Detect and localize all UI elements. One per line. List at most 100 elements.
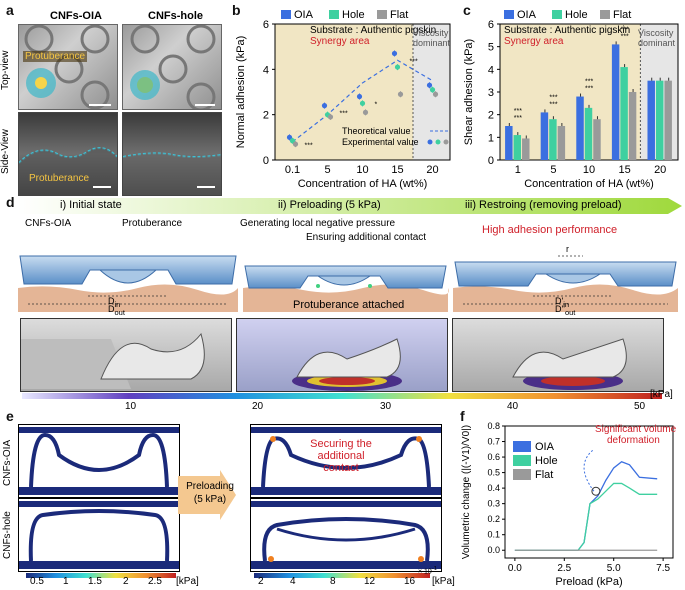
d-protuberance-label: Protuberance bbox=[122, 218, 183, 229]
legend-swatch-flat bbox=[600, 10, 610, 19]
f-annot-line2: deformation bbox=[607, 435, 660, 446]
c-viscosity-line1: Viscosity bbox=[638, 28, 674, 38]
e-arrow-line2: (5 kPa) bbox=[193, 494, 227, 505]
c-viscosity-line2: dominant bbox=[638, 38, 676, 48]
c-bar-oia bbox=[540, 112, 549, 160]
c-bar-hole bbox=[584, 107, 593, 160]
legend-label-oia: OIA bbox=[294, 9, 314, 21]
legend-label-flat: Flat bbox=[390, 9, 408, 21]
b-point-flat bbox=[327, 114, 334, 120]
b-ytick-label: 6 bbox=[263, 19, 269, 31]
c-significance: *** bbox=[621, 33, 629, 40]
f-deformation-marker bbox=[591, 486, 601, 496]
b-ytick-label: 2 bbox=[263, 110, 269, 122]
c-bar-flat bbox=[593, 119, 601, 160]
b-significance: *** bbox=[305, 142, 313, 149]
d-r: r bbox=[566, 244, 569, 254]
e-cbar1-t3: 1.5 bbox=[88, 576, 102, 587]
legend-swatch-flat bbox=[377, 10, 387, 19]
b-point-hole bbox=[359, 100, 366, 106]
b-point-hole bbox=[429, 87, 436, 93]
f-legend-swatch-flat bbox=[513, 469, 531, 480]
b-xtick-label: 15 bbox=[391, 164, 403, 176]
d-sim-preload bbox=[236, 318, 448, 392]
c-significance: *** bbox=[514, 115, 522, 122]
d-cnfs-oia-label: CNFs-OIA bbox=[25, 218, 72, 229]
b-ytick-label: 4 bbox=[263, 64, 269, 76]
f-ytick-label: 0.2 bbox=[487, 514, 500, 524]
e-cbar2-t3: 8 bbox=[330, 576, 336, 587]
c-significance: *** bbox=[621, 26, 629, 33]
c-ytick-label: 5 bbox=[488, 42, 494, 54]
f-xtick-label: 2.5 bbox=[557, 563, 571, 574]
f-ytick-label: 0.5 bbox=[487, 468, 500, 478]
b-xtick-label: 5 bbox=[324, 164, 330, 176]
panel-b-label: b bbox=[232, 2, 241, 18]
legend-swatch-hole bbox=[329, 10, 339, 19]
b-legend-exp: Experimental value bbox=[342, 137, 419, 147]
chart-f: 0.0 0.1 0.2 0.3 0.4 0.5 0.6 0.7 0.8 0.0 2.5 5.0 7.5 P… bbox=[461, 421, 677, 588]
c-ytick-label: 0 bbox=[488, 155, 494, 167]
b-xlabel: Concentration of HA (wt%) bbox=[298, 178, 428, 190]
f-xtick-label: 0.0 bbox=[508, 563, 522, 574]
e-cbar2-t5: 16 bbox=[404, 576, 416, 587]
d-cbar-unit: [kPa] bbox=[650, 389, 673, 400]
protuberance-tag-side: Protuberance bbox=[29, 173, 90, 184]
c-bar-hole bbox=[549, 119, 557, 160]
d-step1: i) Initial state bbox=[60, 199, 122, 211]
f-legend-swatch-oia bbox=[513, 441, 531, 452]
d-gen-pressure-label: Generating local negative pressure bbox=[240, 218, 396, 229]
d-cbar-tick-40: 40 bbox=[507, 401, 519, 412]
d-sim-initial bbox=[20, 318, 232, 392]
c-significance: *** bbox=[549, 94, 557, 101]
c-xtick-label: 15 bbox=[618, 164, 630, 176]
f-ylabel: Volumetric change (|(-V1)/V0|) bbox=[461, 425, 472, 559]
c-ytick-label: 4 bbox=[488, 64, 494, 76]
e-arrow-line1: Preloading bbox=[186, 481, 234, 492]
b-point-oia bbox=[356, 93, 363, 100]
f-xlabel: Preload (kPa) bbox=[555, 576, 622, 588]
side-view-oia-image: Protuberance bbox=[18, 112, 118, 196]
f-xtick-label: 5.0 bbox=[607, 563, 621, 574]
c-bar-oia bbox=[505, 126, 513, 160]
b-legend-theory: Theoretical value bbox=[342, 126, 411, 136]
d-step2: ii) Preloading (5 kPa) bbox=[278, 199, 381, 211]
e-row2-label: CNFs-hole bbox=[2, 511, 13, 559]
c-ylabel: Shear adhesion (kPa) bbox=[463, 39, 475, 145]
e-hole-preload bbox=[250, 498, 442, 572]
c-significance: *** bbox=[514, 108, 522, 115]
e-cbar2-unit: [kPa] bbox=[432, 576, 455, 587]
legend-label-hole: Hole bbox=[342, 9, 365, 21]
e-cbar1-t1: 0.5 bbox=[30, 576, 44, 587]
top-view-oia-image: Protuberance bbox=[18, 24, 118, 110]
b-xtick-label: 0.1 bbox=[285, 164, 300, 176]
b-synergy-text: Synergy area bbox=[310, 36, 370, 47]
e-hole-initial bbox=[18, 498, 180, 572]
b-point-oia bbox=[321, 103, 328, 109]
d-din: Din bbox=[108, 296, 121, 309]
f-legend-label-hole: Hole bbox=[535, 455, 558, 467]
c-xtick-label: 20 bbox=[654, 164, 666, 176]
b-frame bbox=[274, 23, 451, 161]
f-ytick-label: 0.4 bbox=[487, 483, 500, 493]
d-dpin: D'in bbox=[555, 296, 570, 309]
e-oia-preload bbox=[250, 424, 442, 498]
c-bar-oia bbox=[647, 80, 655, 160]
c-significance: *** bbox=[549, 101, 557, 108]
d-illustrations bbox=[18, 255, 678, 312]
d-cbar-tick-20: 20 bbox=[252, 401, 264, 412]
b-legend-exp-dot-oia bbox=[427, 139, 433, 145]
c-xtick-label: 1 bbox=[515, 164, 521, 176]
b-point-hole bbox=[394, 64, 401, 70]
e-cbar1-t2: 1 bbox=[63, 576, 69, 587]
c-ytick-label: 1 bbox=[488, 132, 494, 144]
c-xtick-label: 10 bbox=[583, 164, 595, 176]
b-point-flat bbox=[397, 91, 404, 97]
b-point-flat bbox=[292, 141, 299, 147]
legend-label-flat: Flat bbox=[613, 9, 631, 21]
legend-swatch-oia bbox=[281, 10, 291, 19]
c-bar-hole bbox=[620, 67, 628, 160]
c-substrate-text: Substrate : Authentic pigskin bbox=[504, 25, 630, 36]
d-high-adhesion-label: High adhesion performance bbox=[482, 224, 618, 236]
b-point-oia bbox=[426, 82, 433, 88]
